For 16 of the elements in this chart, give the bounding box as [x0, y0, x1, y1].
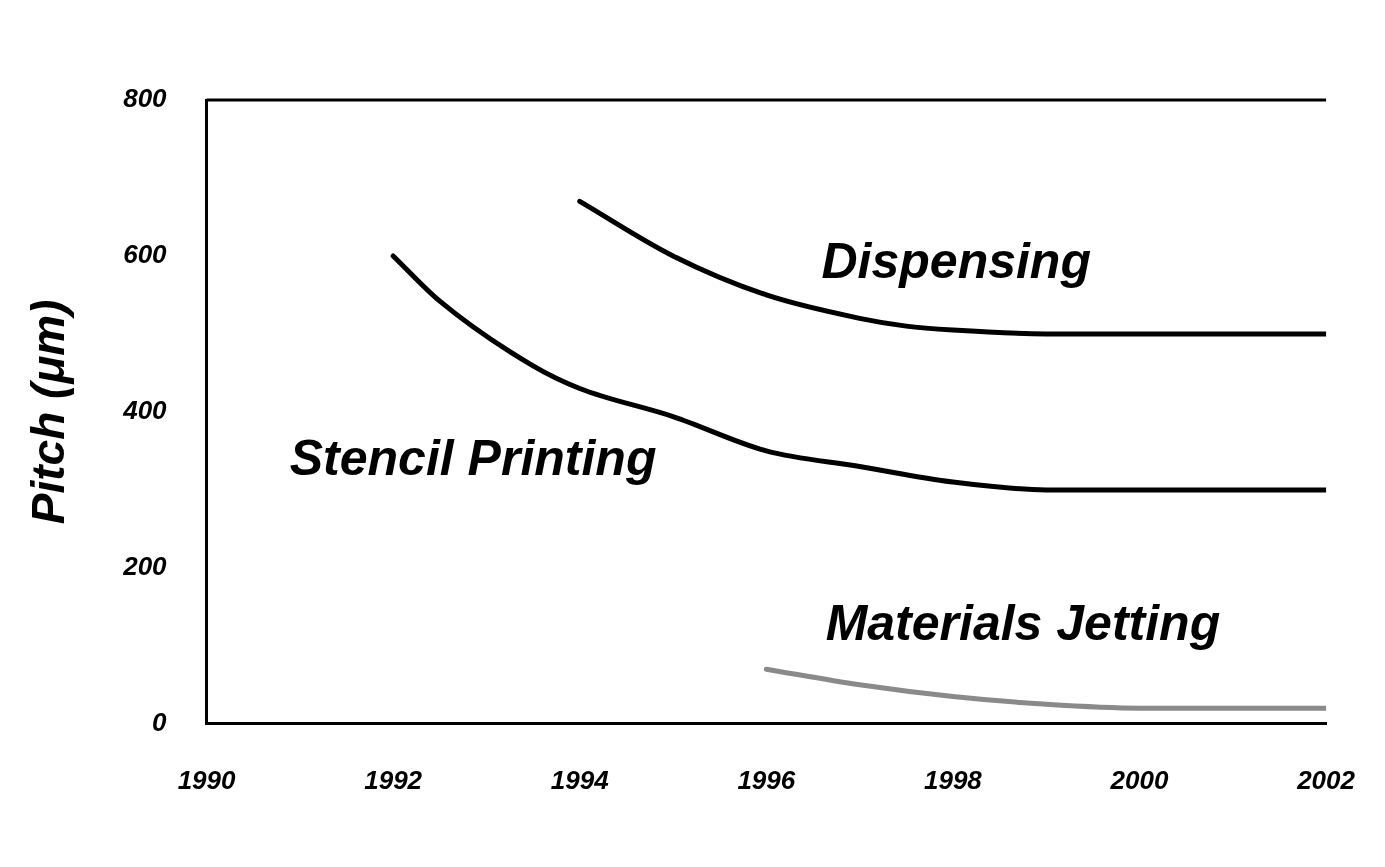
series-label: Dispensing [821, 232, 1091, 289]
y-tick-label: 400 [122, 395, 168, 426]
y-tick-label: 600 [123, 239, 168, 270]
y-tick-label: 800 [123, 83, 168, 114]
series-label: Stencil Printing [289, 429, 657, 486]
x-tick-label: 1998 [923, 764, 983, 795]
y-tick-label: 200 [122, 551, 168, 582]
y-axis-title: Pitch (μm) [22, 299, 75, 525]
series-label: Materials Jetting [825, 595, 1221, 652]
y-tick-label: 0 [152, 706, 168, 737]
x-tick-label: 1996 [737, 764, 796, 795]
x-tick-label: 1990 [177, 764, 237, 795]
x-tick-label: 2000 [1109, 764, 1169, 795]
x-tick-label: 2002 [1296, 764, 1356, 795]
x-tick-label: 1992 [364, 764, 423, 795]
x-tick-label: 1994 [550, 764, 610, 795]
